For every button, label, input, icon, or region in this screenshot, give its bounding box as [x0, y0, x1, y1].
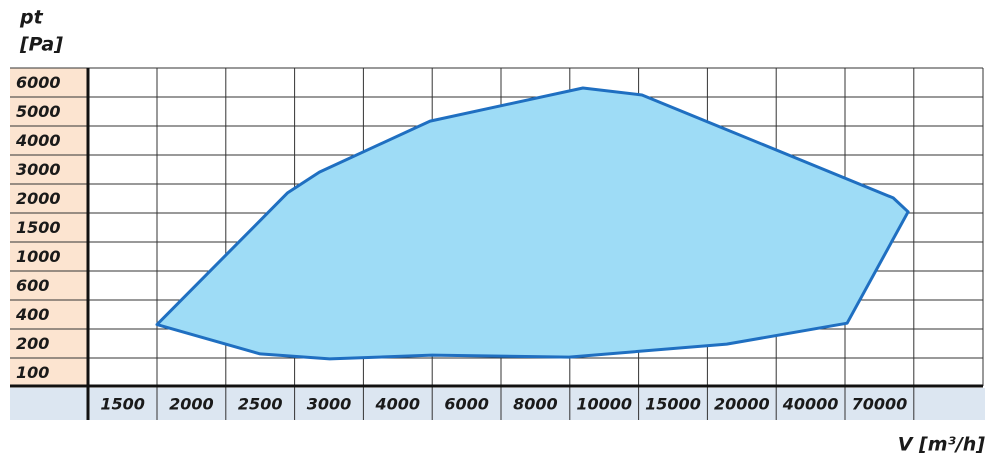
x-tick-label: 2500 — [238, 395, 283, 414]
y-tick-label: 1000 — [16, 247, 61, 266]
y-axis-unit: [Pa] — [19, 34, 63, 56]
x-tick-label: 40000 — [782, 395, 839, 414]
x-label-row — [10, 388, 985, 420]
x-axis-label: V [m³/h] — [898, 434, 986, 456]
x-tick-label: 2000 — [169, 395, 214, 414]
y-axis-symbol: pt — [19, 7, 44, 29]
y-tick-label: 2000 — [16, 189, 61, 208]
y-tick-label: 3000 — [16, 160, 61, 179]
y-tick-label: 1500 — [16, 218, 61, 237]
x-tick-label: 4000 — [375, 395, 421, 414]
x-tick-label: 20000 — [714, 395, 770, 414]
y-tick-label: 4000 — [15, 131, 61, 150]
y-tick-label: 5000 — [16, 102, 61, 121]
x-tick-label: 70000 — [852, 395, 908, 414]
x-tick-label: 1500 — [100, 395, 145, 414]
y-tick-label: 600 — [16, 276, 49, 295]
y-tick-label: 400 — [15, 305, 49, 324]
x-tick-label: 3000 — [307, 395, 352, 414]
x-tick-label: 8000 — [513, 395, 558, 414]
x-tick-label: 15000 — [645, 395, 701, 414]
y-tick-label: 100 — [16, 363, 49, 382]
area — [155, 86, 910, 361]
y-label-column — [10, 68, 88, 386]
y-tick-label: 200 — [16, 334, 49, 353]
y-tick-label: 6000 — [16, 73, 61, 92]
x-tick-label: 10000 — [576, 395, 632, 414]
x-tick-label: 6000 — [444, 395, 489, 414]
